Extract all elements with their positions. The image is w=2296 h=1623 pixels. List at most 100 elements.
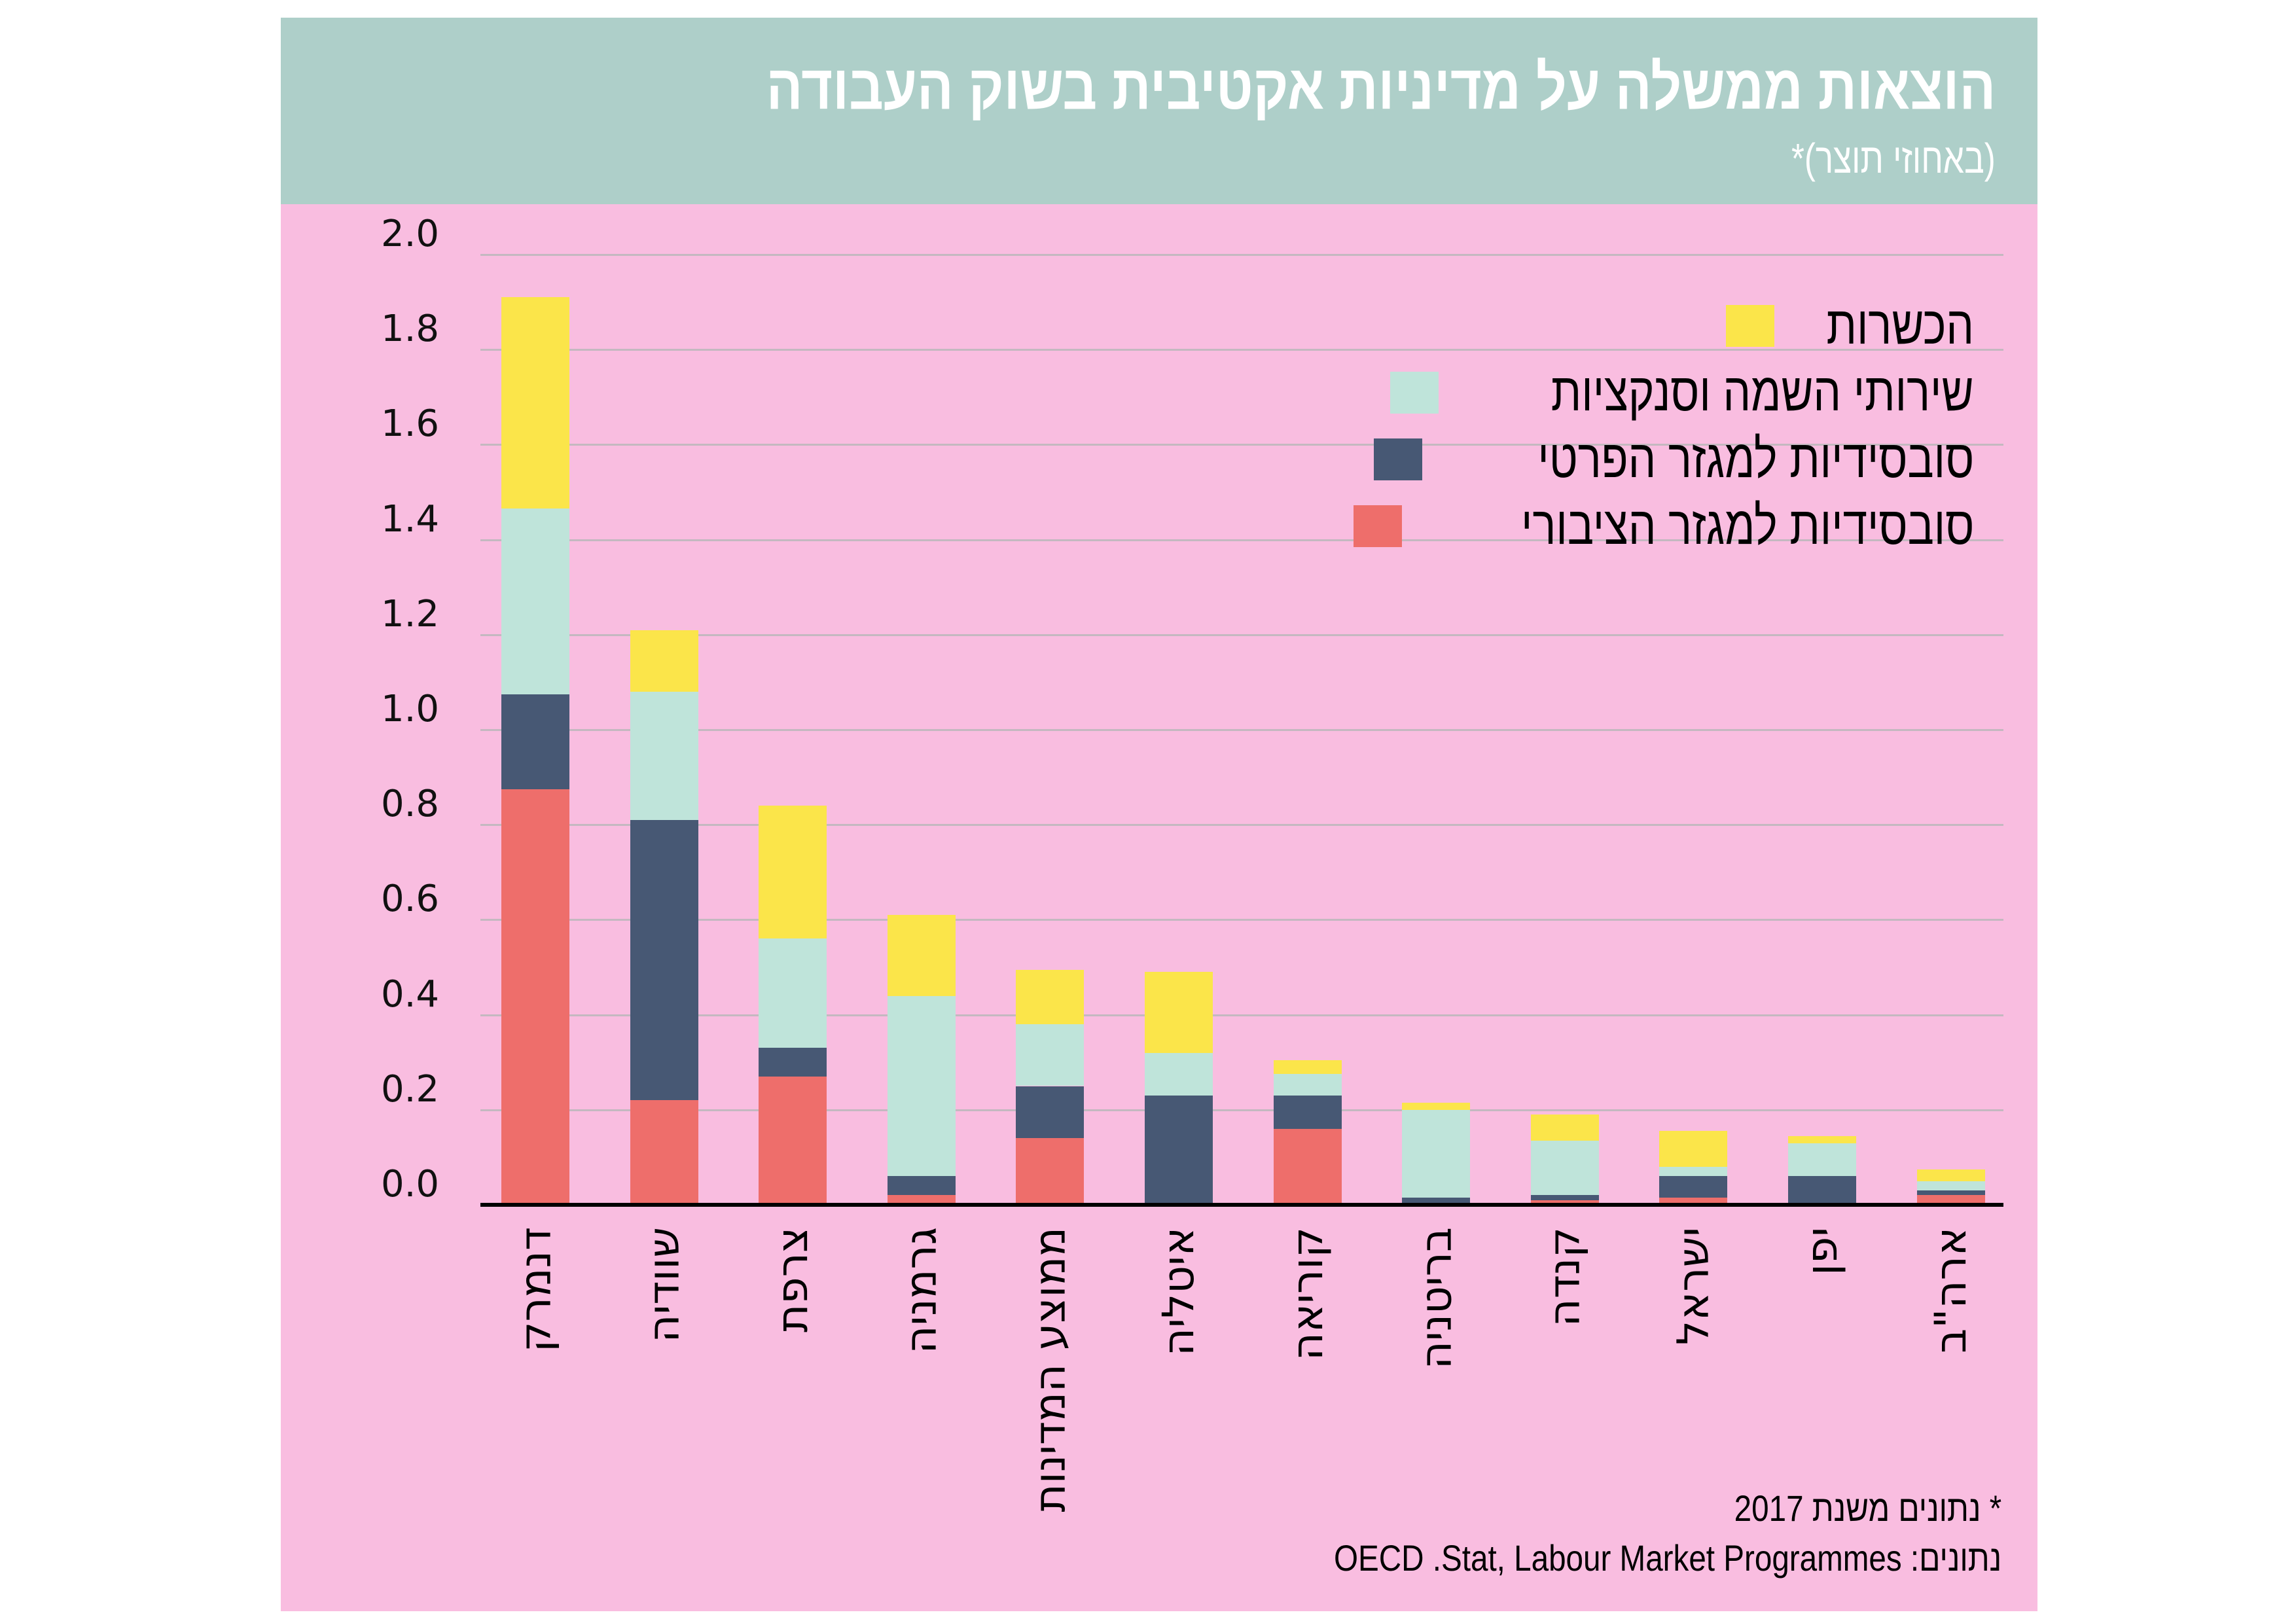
legend-item: סובסידיות למגזר הציבורי — [1353, 493, 1974, 560]
bar-segment — [630, 691, 698, 820]
footnote-source: נתונים: OECD .Stat, Labour Market Progra… — [1333, 1537, 2001, 1578]
x-tick-label: ישראל — [1668, 1227, 1719, 1346]
bar-segment — [1659, 1198, 1728, 1205]
legend-item: סובסידיות למגזר הפרטי — [1354, 426, 1974, 493]
x-tick-label: יפן — [1797, 1227, 1847, 1275]
bar-segment — [1273, 1074, 1342, 1096]
bar-segment — [1659, 1131, 1728, 1167]
x-tick-label: צרפת — [767, 1227, 818, 1333]
bar-segment — [1016, 1024, 1085, 1086]
bar-segment — [1273, 1060, 1342, 1075]
bar-segment — [1530, 1200, 1599, 1205]
plot-area: 0.0 0.2 0.4 0.6 0.8 1.0 1.2 1.4 1.6 1.8 2.0 דנמרק שו… — [281, 18, 2037, 1611]
bar-segment — [1402, 1102, 1471, 1110]
bar-segment — [1145, 1096, 1213, 1205]
y-tick-label: 0.4 — [380, 972, 439, 1016]
bar-segment — [887, 1195, 956, 1205]
legend-label: סובסידיות למגזר הפרטי — [1537, 429, 1974, 489]
bar-segment — [887, 1176, 956, 1196]
legend-swatch — [1353, 505, 1402, 547]
x-tick-label: שוודיה — [638, 1227, 689, 1343]
y-tick-label: 0.2 — [380, 1067, 439, 1111]
x-tick-label: קוריאה — [1282, 1227, 1333, 1361]
legend-label: שירותי השמה וסנקציות — [1551, 363, 1974, 422]
chart-subtitle: (באחוזי תוצר)* — [1791, 135, 1996, 182]
legend-item: שירותי השמה וסנקציות — [1354, 359, 1974, 426]
bar-segment — [887, 995, 956, 1177]
legend-item: הכשרות — [1354, 293, 1974, 359]
x-axis-line — [480, 1203, 2003, 1207]
x-tick-label: דנמרק — [510, 1227, 560, 1353]
bar-segment — [759, 1048, 827, 1077]
gridline — [480, 254, 2003, 256]
x-tick-label: איטליה — [1153, 1227, 1204, 1357]
bar-segment — [1530, 1115, 1599, 1141]
gridline — [480, 729, 2003, 731]
bar-segment — [501, 789, 569, 1205]
bar-segment — [1530, 1195, 1599, 1200]
x-tick-label: קנדה — [1539, 1227, 1590, 1327]
y-tick-label: 0.0 — [380, 1163, 439, 1205]
chart-title: הוצאות ממשלה על מדיניות אקטיבית בשוק העב… — [766, 52, 1996, 122]
bar-segment — [1145, 972, 1213, 1053]
y-tick-label: 1.8 — [380, 308, 439, 351]
y-tick-label: 1.6 — [380, 402, 439, 446]
bar-segment — [1273, 1128, 1342, 1205]
x-tick-label: ממוצע המדינות — [1024, 1227, 1075, 1512]
bar-segment — [1659, 1176, 1728, 1198]
y-tick-label: 0.8 — [380, 783, 439, 826]
y-tick-label: 1.2 — [380, 592, 439, 635]
bar-segment — [630, 1100, 698, 1205]
legend-swatch — [1726, 305, 1774, 347]
chart-card: הוצאות ממשלה על מדיניות אקטיבית בשוק העב… — [281, 18, 2037, 1611]
gridline — [480, 824, 2003, 827]
bar-segment — [630, 630, 698, 692]
legend-swatch — [1373, 438, 1422, 480]
bar-segment — [1916, 1169, 1985, 1181]
bar-segment — [1530, 1140, 1599, 1196]
bar-segment — [1402, 1198, 1471, 1205]
bar-segment — [1788, 1143, 1856, 1177]
bar-segment — [630, 819, 698, 1101]
bar-segment — [1916, 1190, 1985, 1196]
legend-label: סובסידיות למגזר הציבורי — [1520, 496, 1974, 556]
bar-segment — [1273, 1096, 1342, 1129]
gridline — [480, 1109, 2003, 1111]
legend-label: הכשרות — [1826, 296, 1975, 355]
legend: הכשרות שירותי השמה וסנקציות סובסידיות למגז… — [1353, 293, 1974, 560]
bar-segment — [1916, 1181, 1985, 1191]
x-tick-label: גרמניה — [895, 1227, 946, 1354]
bar-segment — [759, 806, 827, 939]
y-tick-label: 1.0 — [380, 688, 439, 730]
bar-segment — [1016, 1138, 1085, 1205]
gridline — [480, 444, 2003, 446]
bar-segment — [887, 915, 956, 996]
bar-segment — [759, 1076, 827, 1205]
header-banner: הוצאות ממשלה על מדיניות אקטיבית בשוק העב… — [281, 18, 2037, 204]
bar-segment — [1402, 1109, 1471, 1198]
bar-segment — [501, 508, 569, 694]
bar-segment — [1788, 1135, 1856, 1143]
footnote-year: * נתונים משנת 2017 — [1734, 1488, 2001, 1529]
bar-segment — [1016, 969, 1085, 1025]
x-tick-label: בריטניה — [1410, 1227, 1462, 1370]
gridline — [480, 919, 2003, 921]
y-tick-label: 1.4 — [380, 497, 439, 541]
bar-segment — [1916, 1195, 1985, 1205]
bar-segment — [1788, 1176, 1856, 1205]
bar-segment — [1659, 1166, 1728, 1177]
gridline — [480, 1014, 2003, 1016]
legend-swatch — [1390, 372, 1439, 414]
gridline — [480, 539, 2003, 541]
bar-segment — [501, 297, 569, 509]
bar-segment — [1016, 1086, 1085, 1139]
bar-segment — [501, 694, 569, 789]
bar-segment — [759, 938, 827, 1048]
footnote: * נתונים משנת 2017 נתונים: OECD .Stat, L… — [1216, 1487, 2001, 1586]
x-tick-label: ארה"ב — [1925, 1227, 1976, 1354]
bar-segment — [1145, 1052, 1213, 1096]
y-tick-label: 2.0 — [380, 213, 439, 255]
y-tick-label: 0.6 — [380, 878, 439, 921]
gridline — [480, 633, 2003, 636]
gridline — [480, 349, 2003, 351]
